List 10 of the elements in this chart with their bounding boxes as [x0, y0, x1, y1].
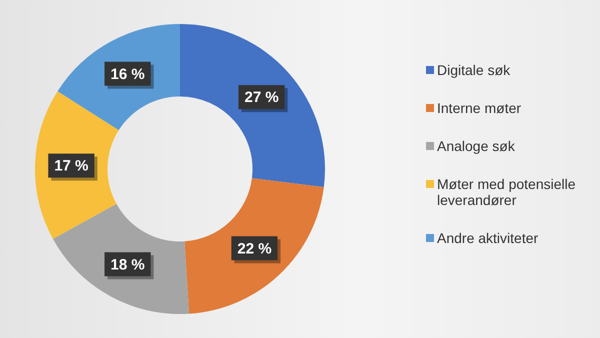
data-label: 27 %: [244, 89, 279, 106]
legend-label: Andre aktiviteter: [437, 230, 538, 246]
legend-label: Digitale søk: [437, 62, 510, 78]
legend-label: Møter med potensielle leverandører: [437, 176, 577, 208]
legend-label: Interne møter: [437, 100, 522, 116]
data-label: 16 %: [110, 66, 145, 83]
data-label: 17 %: [54, 158, 88, 175]
data-label: 22 %: [237, 240, 272, 258]
legend-label: Analoge søk: [437, 138, 515, 154]
data-label: 18 %: [110, 256, 145, 274]
